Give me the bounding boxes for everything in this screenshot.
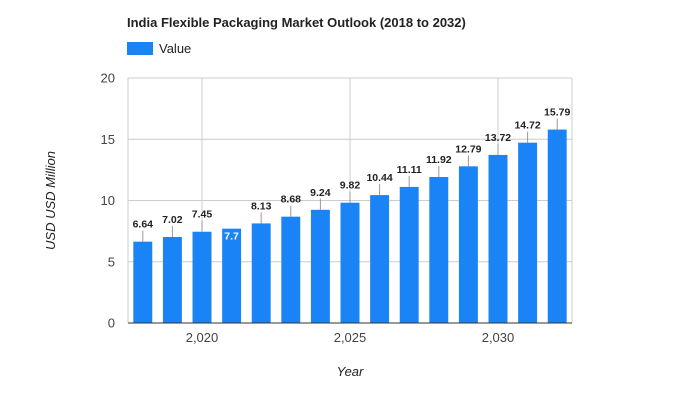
data-label: 14.72 bbox=[514, 120, 540, 132]
data-label: 6.64 bbox=[133, 219, 154, 231]
data-label: 7.02 bbox=[162, 214, 183, 226]
data-label: 9.82 bbox=[340, 180, 361, 192]
bar bbox=[458, 166, 478, 323]
bars bbox=[133, 129, 567, 323]
chart-title: India Flexible Packaging Market Outlook … bbox=[127, 15, 466, 30]
bar bbox=[399, 186, 419, 323]
x-axis-title: Year bbox=[337, 364, 364, 379]
bar bbox=[251, 223, 271, 323]
data-label: 7.7 bbox=[224, 231, 239, 243]
y-tick-label: 15 bbox=[101, 132, 115, 147]
bar bbox=[429, 176, 449, 323]
data-label: 11.11 bbox=[397, 164, 422, 176]
bar bbox=[281, 216, 301, 323]
y-axis-title: USD USD Million bbox=[43, 151, 58, 250]
bar bbox=[162, 237, 182, 323]
data-labels: 6.64 7.02 7.45 7.7 8.13 8.68 9.24 9.82 10.44 11.1… bbox=[133, 107, 571, 243]
bar bbox=[547, 129, 567, 323]
legend-label: Value bbox=[159, 41, 192, 56]
legend-swatch bbox=[127, 42, 153, 55]
bar bbox=[518, 142, 538, 323]
bar bbox=[310, 209, 330, 323]
data-label: 15.79 bbox=[544, 107, 570, 119]
y-tick-label: 5 bbox=[108, 254, 115, 269]
y-tick-label: 0 bbox=[108, 316, 115, 331]
bar bbox=[340, 202, 360, 323]
bar bbox=[488, 154, 508, 323]
data-label: 12.79 bbox=[455, 143, 481, 155]
bar bbox=[370, 195, 390, 323]
data-label: 10.44 bbox=[366, 172, 392, 184]
data-label: 8.13 bbox=[251, 200, 272, 212]
bar bbox=[133, 241, 153, 323]
y-tick-label: 20 bbox=[101, 71, 115, 86]
data-label: 11.92 bbox=[426, 154, 452, 166]
y-tick-label: 10 bbox=[101, 193, 115, 208]
data-label: 7.45 bbox=[192, 209, 213, 221]
data-label: 13.72 bbox=[485, 132, 511, 144]
data-label: 8.68 bbox=[281, 194, 302, 206]
axes: 0 5 10 15 20 2,020 2,025 2,030 bbox=[101, 71, 572, 345]
x-tick-label: 2,020 bbox=[186, 330, 219, 345]
x-tick-label: 2,025 bbox=[334, 330, 367, 345]
x-tick-label: 2,030 bbox=[482, 330, 515, 345]
legend: Value bbox=[127, 41, 191, 56]
bar bbox=[192, 231, 212, 323]
bar bbox=[222, 228, 242, 323]
data-label: 9.24 bbox=[310, 187, 331, 199]
